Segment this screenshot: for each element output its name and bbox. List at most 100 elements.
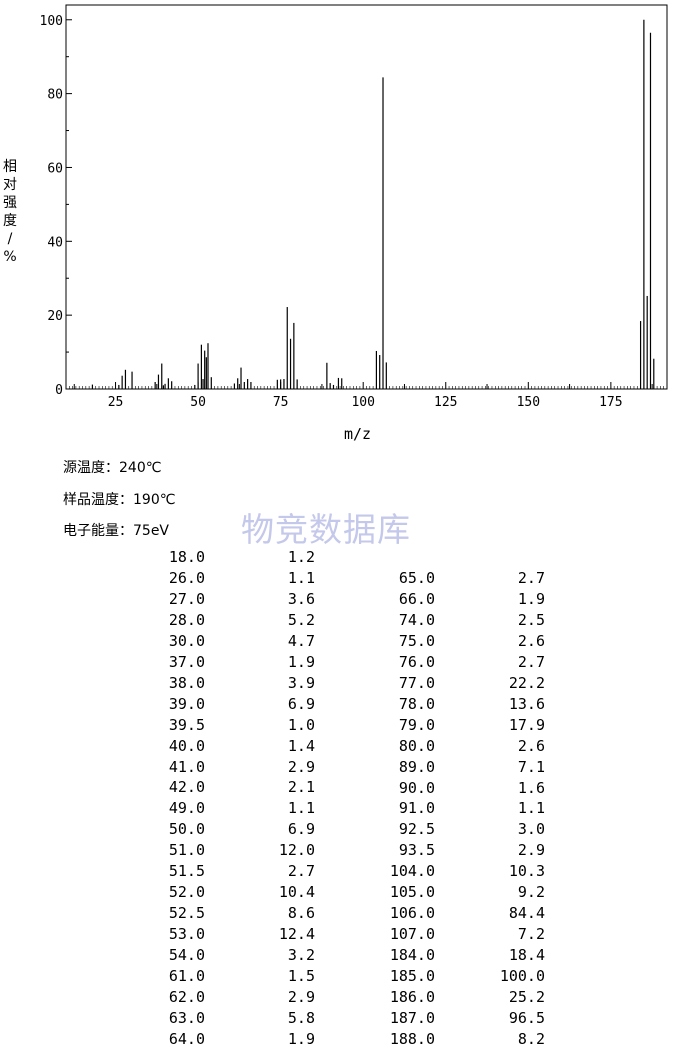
y-tick-label: 0	[55, 383, 63, 398]
peak-mz: 64.0	[168, 1029, 205, 1048]
y-tick-label: 40	[47, 235, 63, 250]
peak-mz: 62.0	[168, 987, 205, 1006]
electron-energy: 电子能量：75eV	[63, 523, 170, 539]
peak-mz: 52.5	[168, 904, 205, 923]
peak-abundance: 1.9	[287, 1029, 315, 1048]
peak-mz: 39.5	[168, 715, 205, 734]
peak-mz: 51.5	[168, 862, 205, 881]
peak-abundance: 3.0	[517, 820, 545, 839]
peak-abundance: 2.6	[517, 631, 545, 650]
peak-mz: 76.0	[398, 652, 435, 671]
peak-mz: 38.0	[168, 673, 205, 692]
peak-abundance: 8.6	[287, 904, 315, 923]
peak-abundance: 10.3	[508, 862, 545, 881]
peak-mz: 188.0	[389, 1029, 435, 1048]
peak-mz: 185.0	[389, 967, 435, 986]
peak-table-right: 65.0 2.7 66.0 1.9 74.0 2.5 75.0 2.6 76.0 2.7 77.0 2…	[375, 569, 555, 1049]
y-tick-label: 80	[47, 88, 63, 103]
peak-abundance: 2.9	[287, 987, 315, 1006]
peak-mz: 93.5	[398, 841, 435, 860]
peak-mz: 106.0	[389, 904, 435, 923]
peak-table-left: 18.0 1.2 26.0 1.1 27.0 3.6 28.0 5.2 30.0 4.7 37.0 1…	[145, 548, 325, 1048]
peak-abundance: 1.9	[287, 652, 315, 671]
peak-abundance: 1.6	[517, 778, 545, 797]
peak-abundance: 9.2	[517, 883, 545, 902]
peak-mz: 105.0	[389, 883, 435, 902]
peak-mz: 52.0	[168, 883, 205, 902]
peak-mz: 184.0	[389, 946, 435, 965]
peak-abundance: 2.9	[287, 757, 315, 776]
peak-abundance: 2.7	[517, 569, 545, 587]
x-tick-label: 75	[273, 395, 289, 410]
peak-abundance: 1.1	[287, 799, 315, 818]
x-tick-label: 150	[517, 395, 540, 410]
peak-abundance: 6.9	[287, 694, 315, 713]
peak-abundance: 1.5	[287, 967, 315, 985]
peak-abundance: 100.0	[499, 967, 545, 986]
watermark: 物竞数据库	[241, 510, 411, 549]
peak-abundance: 25.2	[508, 988, 545, 1006]
peak-mz: 28.0	[168, 610, 205, 629]
peak-mz: 66.0	[398, 589, 435, 608]
peak-abundance: 12.4	[278, 925, 315, 944]
peak-abundance: 1.4	[287, 736, 315, 755]
y-tick-label: 100	[40, 14, 63, 29]
peak-mz: 90.0	[398, 778, 435, 797]
source-temperature: 源温度：240℃	[63, 460, 162, 476]
peak-abundance: 5.2	[287, 610, 315, 629]
y-tick-label: 60	[47, 161, 63, 176]
peak-abundance: 3.9	[287, 673, 315, 692]
peak-mz: 53.0	[168, 925, 205, 944]
peak-mz: 27.0	[168, 589, 205, 608]
peak-mz: 78.0	[398, 694, 435, 713]
peak-mz: 74.0	[398, 610, 435, 629]
peak-mz: 75.0	[398, 631, 435, 650]
peak-mz: 80.0	[398, 736, 435, 755]
peak-abundance: 84.4	[508, 904, 545, 923]
sample-temperature: 样品温度：190℃	[63, 492, 176, 508]
peak-mz: 30.0	[168, 631, 205, 650]
peak-abundance: 96.5	[508, 1008, 545, 1027]
peak-abundance: 22.2	[508, 673, 545, 692]
x-axis-label: m/z	[344, 425, 372, 443]
y-tick-label: 20	[47, 309, 63, 324]
peak-abundance: 1.1	[287, 568, 315, 587]
peak-mz: 186.0	[389, 988, 435, 1006]
peak-mz: 104.0	[389, 862, 435, 881]
x-tick-label: 25	[108, 395, 124, 410]
peak-abundance: 8.2	[517, 1029, 545, 1048]
peak-abundance: 2.5	[517, 610, 545, 629]
peak-bars	[91, 19, 655, 389]
peak-abundance: 5.8	[287, 1008, 315, 1027]
peak-abundance: 2.1	[287, 778, 315, 797]
peak-mz: 92.5	[398, 820, 435, 839]
x-tick-label: 50	[190, 395, 206, 410]
peak-mz: 50.0	[168, 820, 205, 839]
y-axis-label: 相对强度 /%	[3, 159, 17, 265]
peak-mz: 91.0	[398, 799, 435, 818]
peak-mz: 89.0	[398, 757, 435, 776]
x-tick-label: 175	[599, 395, 622, 410]
plot-frame	[65, 4, 668, 390]
peak-mz: 26.0	[168, 568, 205, 587]
peak-mz: 61.0	[168, 967, 205, 985]
peak-mz: 51.0	[168, 841, 205, 860]
peak-abundance: 2.7	[517, 652, 545, 671]
x-tick-label: 100	[351, 395, 374, 410]
peak-mz: 41.0	[168, 757, 205, 776]
peak-abundance: 1.2	[287, 548, 315, 566]
peak-mz: 54.0	[168, 946, 205, 965]
peak-abundance: 10.4	[278, 883, 315, 902]
peak-abundance: 2.7	[287, 862, 315, 881]
mass-spectrum-chart: 0 20 40 60 80 100 25 50 75 100 125 150 175	[40, 4, 668, 410]
peak-abundance: 12.0	[278, 841, 315, 860]
y-axis: 0 20 40 60 80 100	[40, 14, 72, 398]
peak-mz: 187.0	[389, 1008, 435, 1027]
peak-mz: 39.0	[168, 694, 205, 713]
peak-mz: 63.0	[168, 1008, 205, 1027]
peak-abundance: 1.0	[287, 715, 315, 734]
peak-abundance: 7.1	[517, 757, 545, 776]
peak-abundance: 6.9	[287, 820, 315, 839]
peak-abundance: 3.2	[287, 946, 315, 965]
peak-abundance: 2.6	[517, 736, 545, 755]
